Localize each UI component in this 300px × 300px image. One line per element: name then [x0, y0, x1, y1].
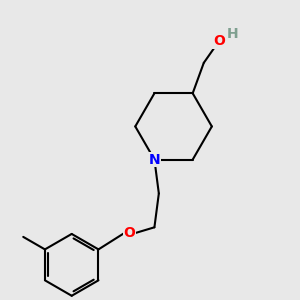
Text: H: H	[226, 27, 238, 41]
Text: N: N	[148, 153, 160, 166]
Text: O: O	[213, 34, 225, 48]
Text: O: O	[124, 226, 135, 240]
